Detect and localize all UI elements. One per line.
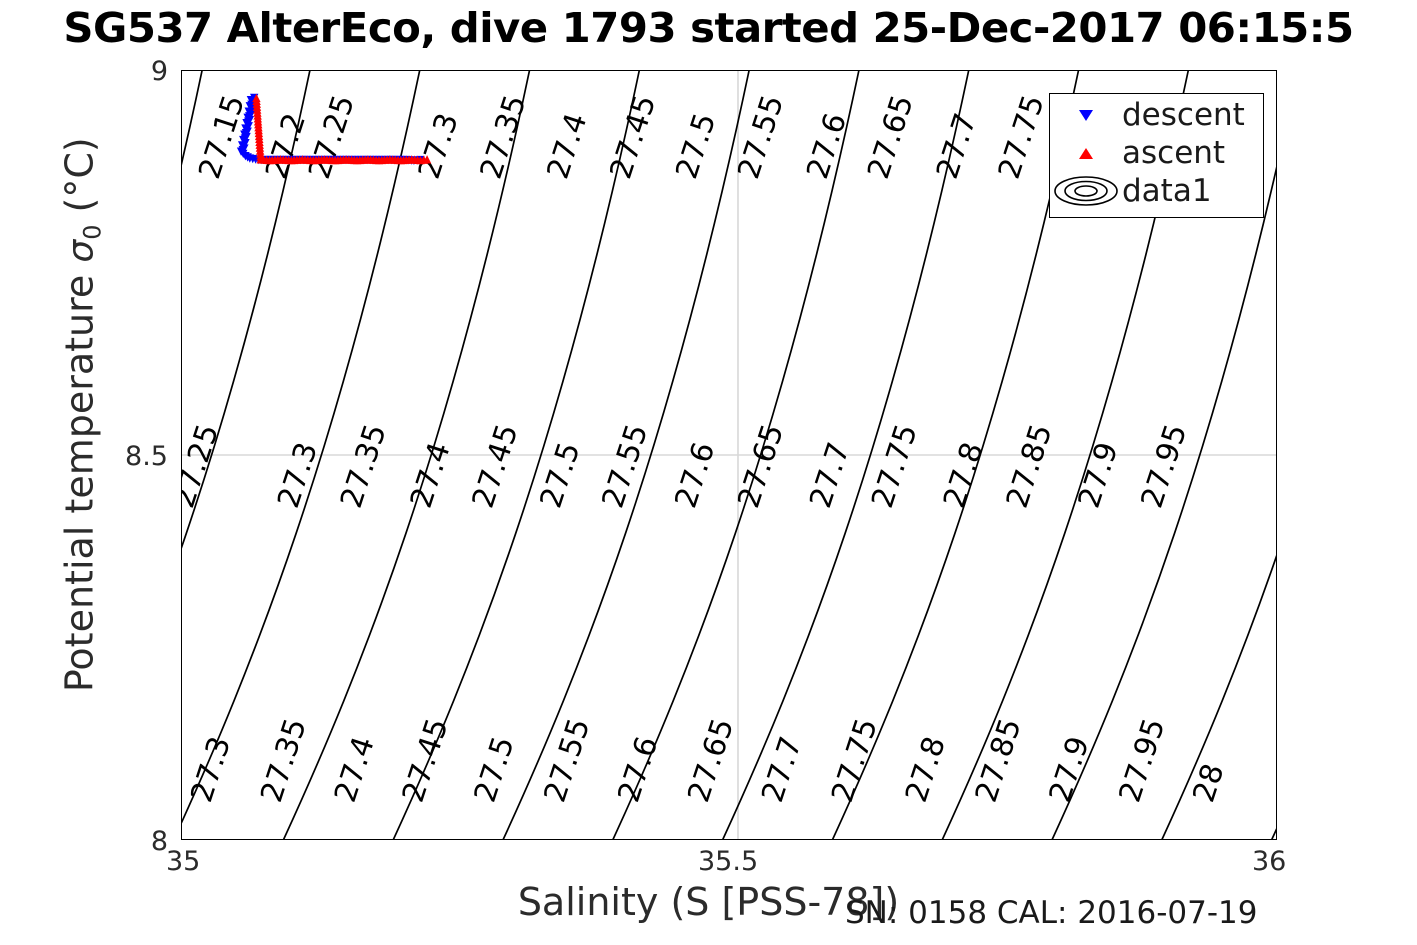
- contour-label-bot-7: 27.65: [681, 714, 741, 806]
- sigma0-contour-lines: [182, 71, 1276, 839]
- gridlines: [182, 71, 1276, 839]
- data-series-layer: [236, 93, 432, 166]
- contour-line-27-35: [502, 71, 750, 839]
- contour-label-mid-13: 27.9: [1072, 438, 1126, 512]
- legend-label-ascent: ascent: [1122, 134, 1226, 171]
- contour-label-mid-6: 27.55: [596, 420, 656, 512]
- contour-label-bot-14: 28: [1186, 760, 1231, 807]
- contour-line-27-65: [1161, 554, 1276, 839]
- legend-label-data1: data1: [1122, 172, 1212, 209]
- x-tick-label-35-5: 35.5: [698, 846, 759, 877]
- contour-label-top-5: 27.4: [541, 109, 595, 183]
- contour-line-27-50: [831, 71, 1080, 839]
- contour-label-top-8: 27.55: [731, 91, 791, 183]
- contour-label-mid-5: 27.5: [534, 438, 588, 512]
- legend-label-descent: descent: [1122, 96, 1245, 133]
- y-axis-label-prefix: Potential temperature: [57, 262, 102, 693]
- contour-line-27-55: [941, 71, 1190, 839]
- plot-area: 27.15 27.2 27.25 27.3 27.35 27.4 27.45 2…: [181, 70, 1277, 840]
- contour-label-bot-12: 27.9: [1043, 732, 1097, 806]
- contour-label-top-10: 27.65: [861, 91, 921, 183]
- legend-item-descent[interactable]: descent: [1050, 96, 1263, 134]
- contour-label-mid-1: 27.3: [271, 438, 325, 512]
- x-tick-label-36: 36: [1252, 846, 1287, 877]
- contour-line-27-60: [1051, 166, 1276, 839]
- contour-label-bot-0: 27.3: [184, 732, 238, 806]
- contour-label-mid-10: 27.75: [865, 420, 925, 512]
- contour-label-bot-2: 27.4: [328, 732, 382, 806]
- contour-labels-bottom: 27.3 27.35 27.4 27.45 27.5 27.55 27.6 27…: [184, 714, 1231, 806]
- contour-labels-top: 27.15 27.2 27.25 27.3 27.35 27.4 27.45 2…: [192, 91, 1176, 183]
- contour-label-top-9: 27.6: [800, 109, 854, 183]
- contour-label-top-3: 27.3: [412, 109, 466, 183]
- plot-svg: 27.15 27.2 27.25 27.3 27.35 27.4 27.45 2…: [182, 71, 1276, 839]
- contour-label-bot-13: 27.95: [1113, 714, 1173, 806]
- series-ascent: [252, 93, 432, 165]
- contour-label-top-6: 27.45: [603, 91, 663, 183]
- y-axis-label: Potential temperature σ0 (°C): [57, 65, 106, 765]
- contour-line-27-30: [392, 71, 641, 839]
- y-axis-label-subscript: 0: [78, 224, 107, 240]
- contour-line-27-15: [182, 71, 311, 549]
- contour-label-mid-8: 27.65: [731, 420, 791, 512]
- contour-line-27-45: [722, 71, 970, 839]
- y-tick-label-8-5: 8.5: [125, 441, 168, 472]
- contour-line-27-25: [282, 71, 531, 839]
- contour-label-mid-11: 27.8: [937, 438, 991, 512]
- y-axis-label-suffix: (°C): [57, 137, 102, 225]
- triangle-up-icon: [1050, 134, 1122, 172]
- contour-label-mid-3: 27.4: [404, 438, 458, 512]
- x-tick-label-35: 35: [166, 846, 201, 877]
- contour-label-mid-12: 27.85: [1000, 420, 1060, 512]
- contour-label-bot-5: 27.55: [538, 714, 598, 806]
- contour-line-27-20: [182, 71, 421, 824]
- triangle-down-icon: [1050, 96, 1122, 134]
- y-tick-label-9: 9: [150, 56, 168, 87]
- contour-label-top-12: 27.75: [992, 91, 1052, 183]
- contour-label-mid-9: 27.7: [803, 438, 857, 512]
- legend[interactable]: descent ascent data1: [1049, 93, 1264, 218]
- contour-label-top-2: 27.25: [302, 91, 362, 183]
- data-point: [244, 122, 253, 131]
- contour-rings-icon: [1050, 172, 1122, 210]
- x-axis-label: Salinity (S [PSS-78]): [517, 880, 900, 924]
- contour-label-bot-8: 27.7: [755, 732, 809, 806]
- page-title: SG537 AlterEco, dive 1793 started 25-Dec…: [63, 4, 1354, 52]
- contour-label-mid-7: 27.6: [668, 438, 722, 512]
- contour-line-27-40: [612, 71, 860, 839]
- data-point: [241, 139, 250, 148]
- contour-label-bot-4: 27.5: [468, 732, 522, 806]
- contour-label-top-7: 27.5: [669, 109, 723, 183]
- y-tick-label-8: 8: [150, 826, 168, 857]
- legend-item-ascent[interactable]: ascent: [1050, 134, 1263, 172]
- contour-label-bot-9: 27.75: [825, 714, 885, 806]
- contour-label-mid-4: 27.45: [466, 420, 526, 512]
- contour-label-top-4: 27.35: [474, 91, 534, 183]
- contour-labels-middle: 27.25 27.3 27.35 27.4 27.45 27.5 27.55 2…: [182, 420, 1194, 512]
- contour-label-bot-6: 27.6: [611, 732, 665, 806]
- data-point: [422, 155, 432, 164]
- contour-label-top-11: 27.7: [930, 109, 984, 183]
- y-axis-label-sigma: σ: [60, 239, 102, 263]
- sensor-annotation: SN: 0158 CAL: 2016-07-19: [845, 895, 1258, 931]
- contour-label-mid-0: 27.25: [182, 420, 226, 512]
- contour-label-mid-2: 27.35: [334, 420, 394, 512]
- contour-label-bot-3: 27.45: [396, 714, 456, 806]
- legend-item-data1[interactable]: data1: [1050, 172, 1263, 210]
- contour-label-bot-10: 27.8: [899, 732, 953, 806]
